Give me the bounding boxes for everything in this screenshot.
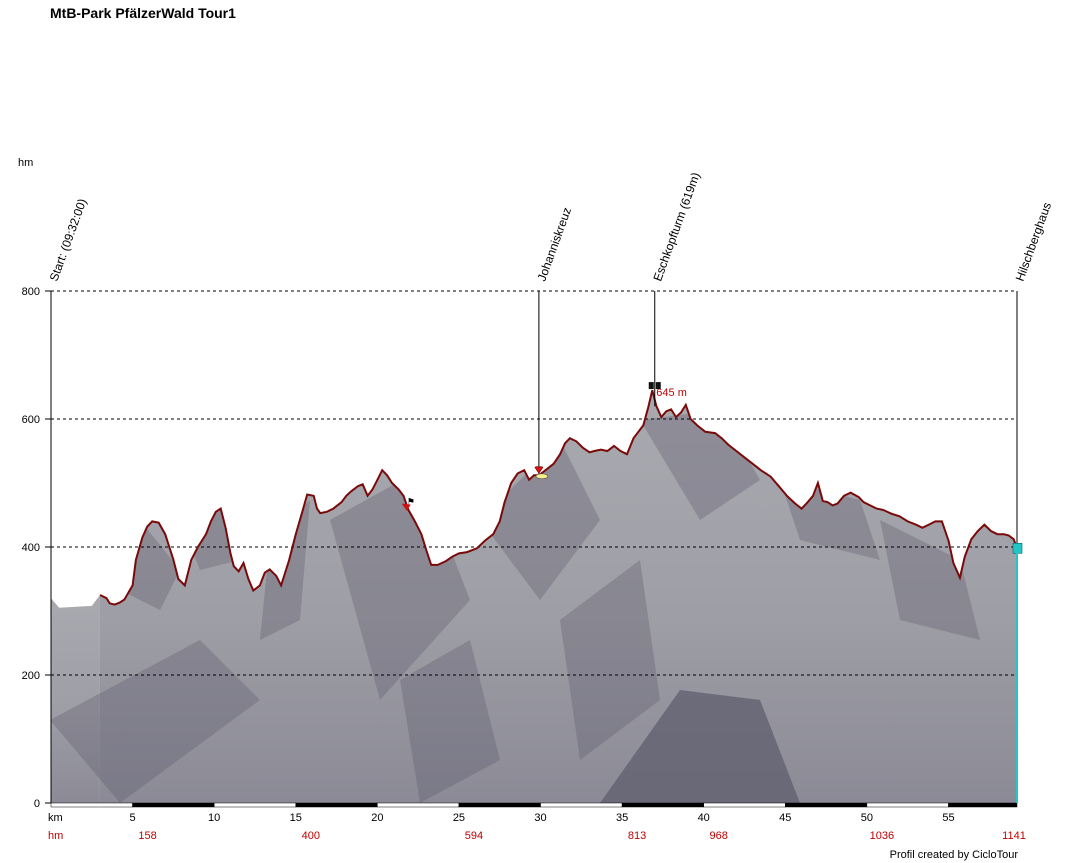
waypoint-label: Hilschberghaus <box>1013 201 1054 284</box>
x-axis-segment <box>213 802 297 808</box>
hm-value: 1036 <box>870 830 894 842</box>
x-axis-segment <box>540 802 623 808</box>
peak-label: 645 m <box>656 387 687 399</box>
x-axis-segment <box>703 802 786 808</box>
binoculars-icon <box>655 382 661 390</box>
rest-area-icon <box>535 473 549 480</box>
waypoint-label: Johanniskreuz <box>535 206 575 284</box>
hm-value: 968 <box>710 830 728 842</box>
hm-value: 594 <box>465 830 483 842</box>
hm-value: 158 <box>138 830 156 842</box>
y-axis-label: hm <box>18 157 33 169</box>
profile-area <box>99 390 1018 803</box>
bike-icon <box>401 503 411 511</box>
waypoint-label: Eschkopfturm (619m) <box>650 170 702 283</box>
terrain-shade <box>180 510 240 570</box>
hm-value: 813 <box>628 830 646 842</box>
bike-icon-glyph: ⚑ <box>407 497 415 507</box>
terrain-shade <box>400 640 500 803</box>
x-tick-label: 30 <box>534 812 546 824</box>
heart-icon <box>534 466 544 474</box>
hm-row-label: hm <box>48 830 63 842</box>
x-axis-label: km <box>48 812 63 824</box>
x-tick-label: 35 <box>616 812 628 824</box>
hm-value: 1141 <box>1002 830 1026 842</box>
terrain-shade <box>480 440 600 600</box>
x-axis-segment <box>621 802 704 808</box>
x-tick-label: 25 <box>453 812 465 824</box>
y-tick-label: 0 <box>34 798 40 810</box>
x-axis-segment <box>458 802 541 808</box>
terrain-shade <box>51 640 260 803</box>
x-tick-label: 50 <box>861 812 873 824</box>
y-tick-label: 800 <box>22 286 40 298</box>
x-axis-segment <box>295 802 378 808</box>
hm-value: 400 <box>302 830 320 842</box>
terrain-shade <box>560 560 660 760</box>
y-tick-label: 200 <box>22 670 40 682</box>
x-axis-segment <box>948 802 1018 808</box>
x-axis-segment <box>132 802 215 808</box>
x-axis-segment <box>785 802 868 808</box>
binoculars-icon <box>648 382 654 390</box>
x-axis-segment <box>50 802 133 808</box>
terrain-hills-left <box>51 595 100 803</box>
chart-title: MtB-Park PfälzerWald Tour1 <box>50 5 236 21</box>
x-axis-segment <box>377 802 460 808</box>
y-tick-label: 600 <box>22 414 40 426</box>
x-tick-label: 10 <box>208 812 220 824</box>
credit-text: Profil created by CicloTour <box>889 849 1018 861</box>
x-tick-label: 40 <box>698 812 710 824</box>
terrain-shade <box>880 520 980 640</box>
x-tick-label: 55 <box>942 812 954 824</box>
x-tick-label: 15 <box>290 812 302 824</box>
x-axis-segment <box>866 802 949 808</box>
x-tick-label: 20 <box>371 812 383 824</box>
waypoint-label: Start: (09:32:00) <box>47 197 90 283</box>
x-tick-label: 45 <box>779 812 791 824</box>
terrain-shade <box>600 690 800 803</box>
x-tick-label: 5 <box>130 812 136 824</box>
y-tick-label: 400 <box>22 542 40 554</box>
